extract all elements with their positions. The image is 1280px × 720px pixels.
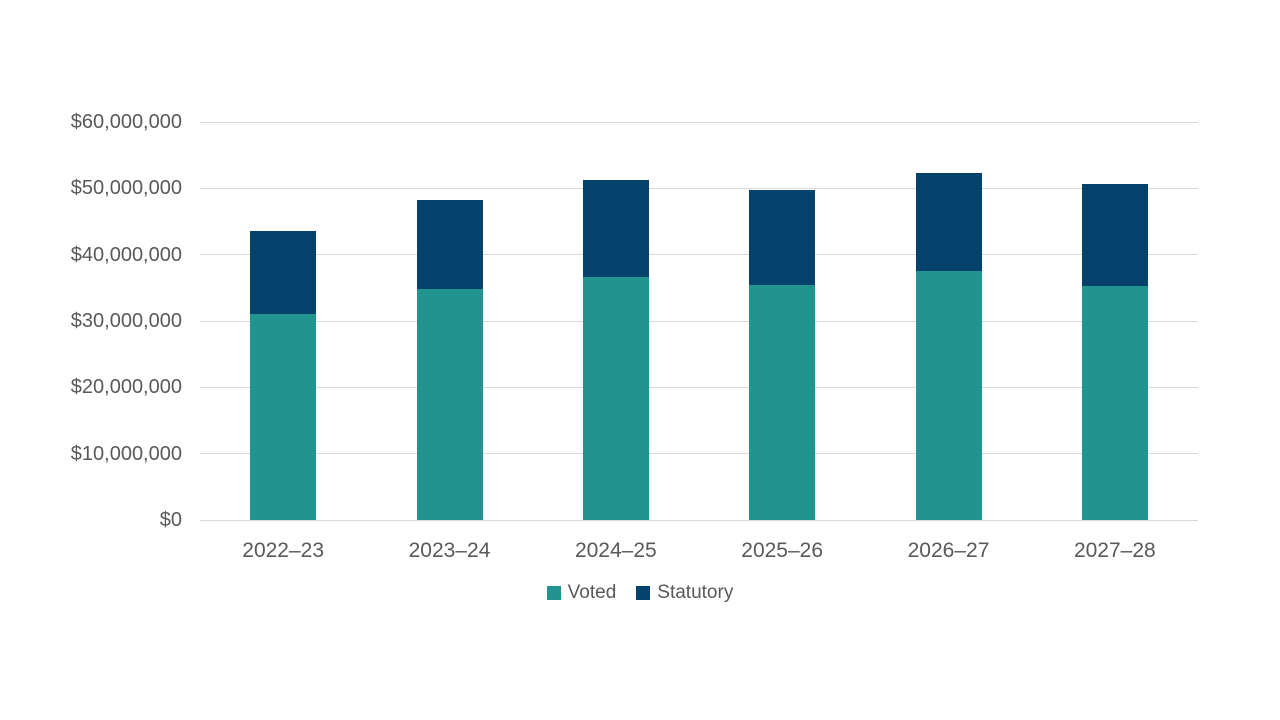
legend-label-statutory: Statutory xyxy=(657,582,734,603)
y-tick-label: $0 xyxy=(159,509,182,531)
bar-segment-voted xyxy=(250,314,317,520)
y-tick-label: $30,000,000 xyxy=(70,310,182,332)
x-tick-label: 2025–26 xyxy=(741,539,824,562)
bar-segment-voted xyxy=(582,276,649,520)
plot-area xyxy=(200,121,1198,521)
bar-group xyxy=(1081,184,1148,520)
bar-group xyxy=(582,179,649,520)
x-tick-label: 2027–28 xyxy=(1073,539,1156,562)
x-tick-label: 2022–23 xyxy=(242,539,325,562)
y-tick-label: $40,000,000 xyxy=(70,243,182,266)
legend-item-statutory: Statutory xyxy=(636,582,733,604)
legend-swatch-voted xyxy=(546,586,561,600)
bar-segment-statutory xyxy=(915,173,982,272)
x-tick-label: 2024–25 xyxy=(574,539,657,562)
bar-segment-statutory xyxy=(749,189,816,286)
legend: Voted Statutory xyxy=(0,582,1280,604)
y-tick-label: $60,000,000 xyxy=(70,111,182,133)
y-tick-label: $50,000,000 xyxy=(70,177,182,200)
bars-layer xyxy=(200,122,1198,520)
bar-segment-voted xyxy=(416,289,483,520)
bar-group xyxy=(749,189,816,520)
y-axis-labels: $0 $10,000,000 $20,000,000 $30,000,000 $40,0… xyxy=(0,112,182,530)
legend-item-voted: Voted xyxy=(546,582,617,604)
x-tick-label: 2023–24 xyxy=(408,539,491,562)
bar-segment-statutory xyxy=(416,199,483,290)
x-tick-label: 2026–27 xyxy=(907,539,990,562)
y-tick-label: $10,000,000 xyxy=(70,442,182,465)
bar-group xyxy=(250,231,317,520)
legend-label-voted: Voted xyxy=(567,582,617,603)
bar-segment-voted xyxy=(749,285,816,520)
bar-segment-statutory xyxy=(250,231,317,315)
legend-swatch-statutory xyxy=(636,586,651,600)
bar-segment-statutory xyxy=(582,179,649,277)
bar-segment-voted xyxy=(1081,285,1148,520)
bar-segment-statutory xyxy=(1081,184,1148,286)
x-axis-labels: 2022–23 2023–24 2024–25 2025–26 2026–27 2027–… xyxy=(200,540,1198,566)
y-tick-label: $20,000,000 xyxy=(70,376,182,399)
bar-group xyxy=(416,199,483,520)
bar-segment-voted xyxy=(915,271,982,520)
bar-group xyxy=(915,173,982,520)
